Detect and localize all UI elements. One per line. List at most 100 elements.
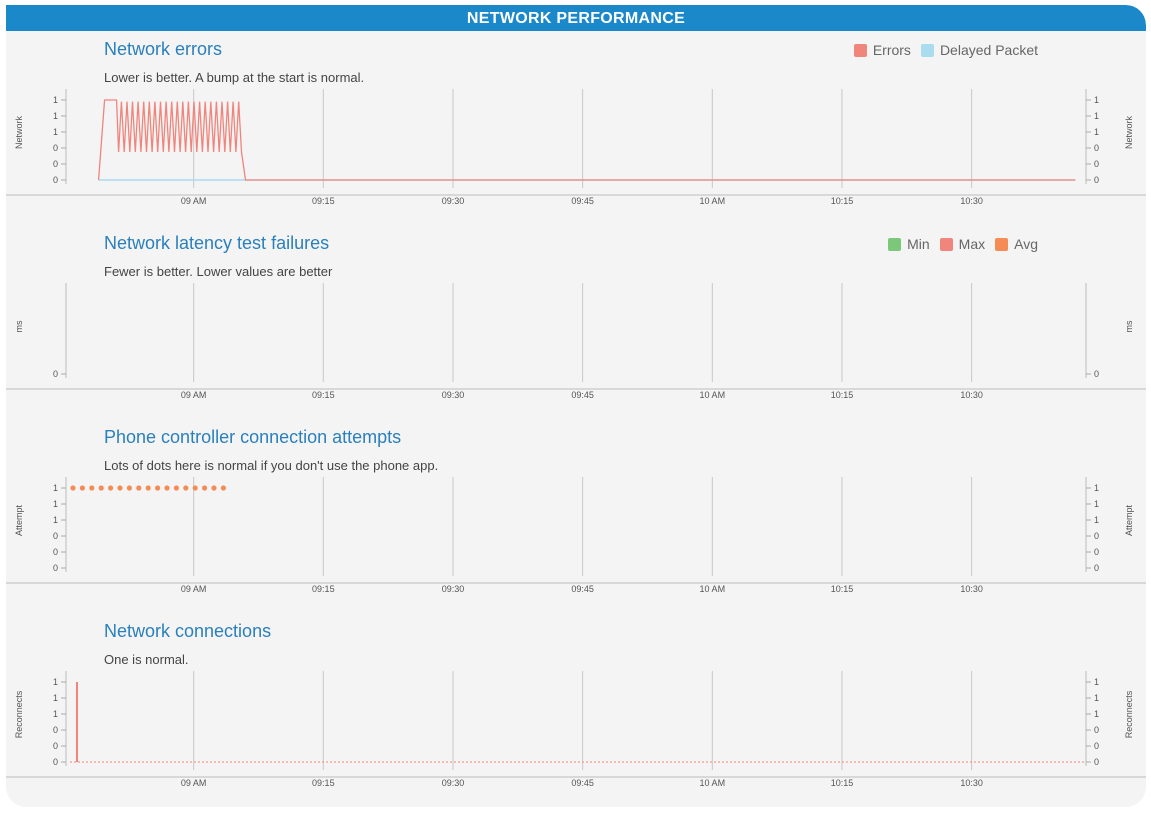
x-tick-label: 10:30 bbox=[960, 584, 983, 594]
network-errors-section: Network errors Lower is better. A bump a… bbox=[6, 31, 1146, 225]
y-tick-label-right: 1 bbox=[1094, 709, 1099, 719]
y-axis-title-left: Reconnects bbox=[14, 690, 24, 738]
network-errors-chart[interactable]: 09 AM 09:15 09:30 09:45 10 AM 10:15 10:30 1 1 1 1 1… bbox=[6, 31, 1146, 225]
legend-item-max[interactable]: Max bbox=[939, 236, 985, 252]
x-tick-label: 09:15 bbox=[312, 584, 335, 594]
legend-item-avg[interactable]: Avg bbox=[995, 236, 1038, 252]
y-tick-label-right: 1 bbox=[1094, 515, 1099, 525]
legend-label-errors: Errors bbox=[872, 42, 911, 58]
y-tick-label-right: 0 bbox=[1094, 159, 1099, 169]
y-tick-label-left: 0 bbox=[53, 725, 58, 735]
errors-series-line bbox=[97, 99, 1076, 181]
attempt-dot bbox=[155, 485, 161, 491]
reconnect-bar bbox=[76, 682, 78, 762]
y-tick-label-left: 0 bbox=[53, 159, 58, 169]
y-tick-label-right: 1 bbox=[1094, 693, 1099, 703]
y-tick-label-left: 1 bbox=[53, 499, 58, 509]
attempt-dot bbox=[126, 485, 132, 491]
attempt-dot bbox=[89, 485, 95, 491]
latency-failures-subtitle: Fewer is better. Lower values are better bbox=[104, 264, 333, 279]
attempt-dot bbox=[211, 485, 217, 491]
y-tick-label-right: 0 bbox=[1094, 369, 1099, 379]
x-tick-label: 09:45 bbox=[571, 778, 594, 788]
y-axis-title-right: Network bbox=[1124, 116, 1134, 150]
y-tick-label-right: 0 bbox=[1094, 757, 1099, 767]
y-tick-label-right: 0 bbox=[1094, 175, 1099, 185]
y-tick-label-left: 1 bbox=[53, 127, 58, 137]
phone-attempts-title: Phone controller connection attempts bbox=[104, 427, 402, 447]
phone-attempts-subtitle: Lots of dots here is normal if you don't… bbox=[104, 458, 439, 473]
x-tick-label: 10 AM bbox=[700, 584, 726, 594]
x-tick-label: 09:15 bbox=[312, 196, 335, 206]
y-tick-label-left: 0 bbox=[53, 369, 58, 379]
legend-item-delayed-packet[interactable]: Delayed Packet bbox=[920, 42, 1038, 58]
x-tick-label: 09:45 bbox=[571, 584, 594, 594]
network-connections-title: Network connections bbox=[104, 621, 272, 641]
legend-item-errors[interactable]: Errors bbox=[853, 42, 911, 58]
x-tick-label: 10:15 bbox=[831, 584, 854, 594]
y-tick-label-left: 1 bbox=[53, 111, 58, 121]
attempt-dot bbox=[79, 485, 85, 491]
y-tick-label-right: 0 bbox=[1094, 531, 1099, 541]
attempt-dot bbox=[145, 485, 151, 491]
avg-swatch bbox=[995, 237, 1009, 251]
y-tick-label-right: 0 bbox=[1094, 563, 1099, 573]
delayed-packet-swatch bbox=[920, 43, 934, 57]
legend-label-min: Min bbox=[907, 236, 930, 252]
attempt-dot bbox=[192, 485, 198, 491]
attempt-dot bbox=[220, 485, 226, 491]
network-performance-panel: NETWORK PERFORMANCE Network errors Lower… bbox=[6, 5, 1146, 807]
legend-label-delayed-packet: Delayed Packet bbox=[939, 42, 1038, 58]
x-tick-label: 09:30 bbox=[442, 778, 465, 788]
y-tick-label-right: 1 bbox=[1094, 127, 1099, 137]
y-tick-label-right: 1 bbox=[1094, 677, 1099, 687]
attempt-dot bbox=[108, 485, 114, 491]
x-tick-label: 10:30 bbox=[960, 390, 983, 400]
y-axis-title-right: Reconnects bbox=[1124, 690, 1134, 738]
y-axis-title-left: Network bbox=[14, 116, 24, 150]
attempt-dot bbox=[164, 485, 170, 491]
x-tick-label: 10:15 bbox=[831, 778, 854, 788]
panel-header: NETWORK PERFORMANCE bbox=[6, 5, 1146, 31]
latency-failures-chart[interactable]: 09 AM 09:15 09:30 09:45 10 AM 10:15 10:30 0 0 ms m… bbox=[6, 225, 1146, 419]
latency-failures-legend: Min Max Avg bbox=[888, 236, 1038, 252]
x-tick-label: 09:30 bbox=[442, 390, 465, 400]
network-connections-section: Network connections One is normal. 09 AM… bbox=[6, 613, 1146, 807]
legend-label-avg: Avg bbox=[1014, 236, 1038, 252]
x-tick-label: 09 AM bbox=[181, 778, 207, 788]
y-tick-label-left: 1 bbox=[53, 95, 58, 105]
x-tick-label: 09 AM bbox=[181, 584, 207, 594]
network-errors-title: Network errors bbox=[104, 39, 223, 59]
phone-attempts-section: Phone controller connection attempts Lot… bbox=[6, 419, 1146, 613]
legend-item-min[interactable]: Min bbox=[888, 236, 930, 252]
y-tick-label-left: 1 bbox=[53, 693, 58, 703]
x-tick-label: 10:15 bbox=[831, 196, 854, 206]
phone-attempts-chart[interactable]: 09 AM 09:15 09:30 09:45 10 AM 10:15 10:30 1 1 1 1 1… bbox=[6, 419, 1146, 613]
network-errors-subtitle: Lower is better. A bump at the start is … bbox=[104, 70, 365, 85]
min-swatch bbox=[888, 237, 902, 251]
y-tick-label-left: 0 bbox=[53, 531, 58, 541]
y-tick-label-left: 0 bbox=[53, 143, 58, 153]
y-axis-title-left: Attempt bbox=[14, 504, 24, 536]
network-connections-subtitle: One is normal. bbox=[104, 652, 189, 667]
x-tick-label: 10:15 bbox=[831, 390, 854, 400]
x-tick-label: 10:30 bbox=[960, 778, 983, 788]
network-connections-chart[interactable]: 09 AM 09:15 09:30 09:45 10 AM 10:15 10:30 1 1 1 1 1… bbox=[6, 613, 1146, 807]
y-tick-label-right: 1 bbox=[1094, 483, 1099, 493]
x-tick-label: 10 AM bbox=[700, 196, 726, 206]
attempt-dot bbox=[98, 485, 104, 491]
attempt-dot bbox=[202, 485, 208, 491]
x-tick-label: 09:15 bbox=[312, 778, 335, 788]
y-tick-label-right: 0 bbox=[1094, 725, 1099, 735]
x-tick-label: 09:45 bbox=[571, 196, 594, 206]
attempt-dot bbox=[136, 485, 142, 491]
y-tick-label-right: 0 bbox=[1094, 547, 1099, 557]
errors-swatch bbox=[853, 43, 867, 57]
x-tick-label: 10:30 bbox=[960, 196, 983, 206]
attempt-dot bbox=[117, 485, 123, 491]
y-tick-label-left: 0 bbox=[53, 741, 58, 751]
latency-failures-section: Network latency test failures Fewer is b… bbox=[6, 225, 1146, 419]
max-swatch bbox=[939, 237, 953, 251]
y-axis-title-right: Attempt bbox=[1124, 504, 1134, 536]
y-tick-label-left: 1 bbox=[53, 483, 58, 493]
